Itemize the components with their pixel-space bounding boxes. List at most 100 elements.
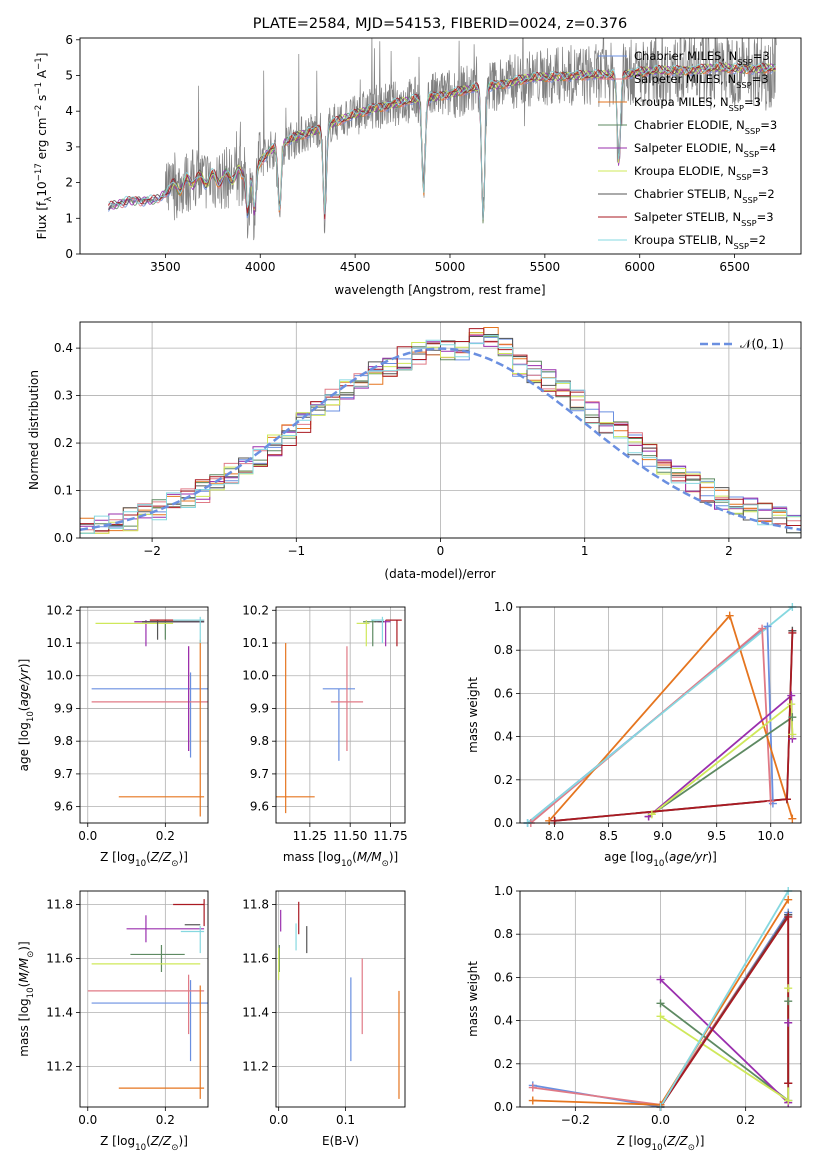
weight-marker-kroupa_elodie	[784, 1096, 793, 1105]
x-tick-label: 0	[437, 544, 445, 558]
x-axis-label: wavelength [Angstrom, rest frame]	[334, 283, 545, 297]
y-tick-label: 0	[65, 247, 73, 261]
axes-frame	[519, 890, 802, 1108]
y-tick-label: 0.8	[494, 643, 513, 657]
model-line-chabrier_stelib	[108, 62, 776, 220]
x-tick-label: 0.1	[336, 1113, 355, 1127]
y-tick-label: 0.2	[494, 773, 513, 787]
weight-marker-kroupa_miles	[784, 895, 793, 904]
y-tick-label: 11.6	[242, 952, 269, 966]
axes-frame	[275, 606, 406, 824]
y-tick-label: 1.0	[494, 600, 513, 614]
y-tick-label: 9.6	[250, 800, 269, 814]
x-tick-label: 0.0	[78, 829, 97, 843]
y-tick-label: 11.4	[242, 1006, 269, 1020]
y-tick-label: 3	[65, 140, 73, 154]
y-tick-label: 0.4	[54, 341, 73, 355]
weight-marker-chabrier_elodie	[656, 999, 665, 1008]
x-tick-label: 9.0	[653, 829, 672, 843]
plot-area	[91, 616, 208, 817]
y-tick-label: 9.6	[54, 800, 73, 814]
y-tick-label: 0.8	[494, 927, 513, 941]
legend-label: Chabrier MILES, NSSP=3	[634, 49, 770, 67]
weight-marker-salpeter_stelib	[782, 795, 791, 804]
weight-line-chabrier_elodie	[648, 716, 793, 818]
histogram-kroupa_elodie	[80, 332, 801, 534]
legend-label: Chabrier STELIB, NSSP=2	[634, 187, 775, 205]
axes-age_vs_mass: 11.25 11.50 11.75 9.6 9.7 9.8 9.9 10.0 10.1 10.2	[242, 603, 407, 843]
y-tick-label: 11.2	[242, 1060, 269, 1074]
x-tick-label: 4500	[340, 260, 371, 274]
y-tick-label: 11.6	[46, 952, 73, 966]
axes-frame	[79, 890, 209, 1108]
x-tick-label: 4000	[245, 260, 276, 274]
y-tick-label: 9.8	[54, 734, 73, 748]
legend-label: 𝒩(0, 1)	[740, 337, 784, 351]
x-axis-label: mass [log10(M/M⊙)]	[283, 850, 398, 869]
x-tick-label: 0.0	[269, 1113, 288, 1127]
y-tick-label: 1	[65, 211, 73, 225]
weight-line-salpeter_stelib	[554, 632, 794, 822]
x-axis-label: Z [log10(Z/Z⊙)]	[617, 1134, 705, 1153]
weight-marker-salpeter_elodie	[787, 691, 796, 700]
x-axis-label: Z [log10(Z/Z⊙)]	[100, 1134, 188, 1153]
y-tick-label: 4	[65, 104, 73, 118]
normal-curve	[80, 347, 801, 531]
weight-marker-kroupa_elodie	[784, 984, 793, 993]
plot-area	[527, 607, 794, 823]
weight-marker-kroupa_miles	[788, 814, 797, 823]
weight-line-chabrier_elodie	[659, 1001, 790, 1103]
plot-area	[278, 901, 400, 1099]
axes-mass_vs_ebv: 0.0 0.1 11.2 11.4 11.6 11.8	[242, 890, 406, 1127]
weight-marker-salpeter_stelib	[788, 628, 797, 637]
x-tick-label: 3500	[150, 260, 181, 274]
x-tick-label: 6500	[719, 260, 750, 274]
plot-area	[80, 327, 801, 534]
legend-label: Kroupa ELODIE, NSSP=3	[634, 164, 769, 182]
y-tick-label: 10.0	[242, 669, 269, 683]
weight-marker-kroupa_elodie	[656, 1012, 665, 1021]
x-tick-label: 8.0	[545, 829, 564, 843]
figure-title: PLATE=2584, MJD=54153, FIBERID=0024, z=0…	[253, 16, 627, 32]
weight-marker-chabrier_elodie	[784, 997, 793, 1006]
y-tick-label: 11.4	[46, 1006, 73, 1020]
x-tick-label: 6000	[624, 260, 655, 274]
x-tick-label: 1	[581, 544, 589, 558]
x-tick-label: 11.75	[373, 829, 407, 843]
x-tick-label: 2	[725, 544, 733, 558]
x-tick-label: 0.2	[736, 1113, 755, 1127]
legend-label: Salpeter STELIB, NSSP=3	[634, 210, 774, 228]
axes-frame	[79, 321, 802, 539]
y-tick-label: 9.9	[250, 701, 269, 715]
weight-marker-kroupa_elodie	[788, 730, 797, 739]
axes-age_vs_Z: 0.0 0.2 9.6 9.7 9.8 9.9 10.0 10.1 10.2	[46, 603, 209, 843]
legend-label: Salpeter ELODIE, NSSP=4	[634, 141, 776, 159]
weight-marker-salpeter_stelib	[784, 1079, 793, 1088]
y-tick-label: 0.2	[494, 1057, 513, 1071]
axes-frame	[79, 606, 209, 824]
x-tick-label: 0.2	[156, 1113, 175, 1127]
axes-massweight_vs_age: 8.0 8.5 9.0 9.5 10.0 0.0 0.2 0.4 0.6 0.8 1.0	[494, 600, 802, 843]
y-tick-label: 11.8	[242, 898, 269, 912]
y-tick-label: 2	[65, 176, 73, 190]
x-tick-label: 8.5	[599, 829, 618, 843]
axes-massweight_vs_Z: −0.2 0.0 0.2 0.0 0.2 0.4 0.6 0.8 1.0	[494, 884, 802, 1127]
weight-line-kroupa_stelib	[659, 891, 789, 1107]
y-tick-label: 11.2	[46, 1060, 73, 1074]
y-tick-label: 0.0	[494, 1100, 513, 1114]
weight-marker-chabrier_elodie	[788, 713, 797, 722]
y-tick-label: 1.0	[494, 884, 513, 898]
axes-frame	[275, 890, 406, 1108]
x-tick-label: 5500	[530, 260, 561, 274]
weight-line-salpeter_miles	[530, 626, 772, 823]
axes-frame	[79, 37, 802, 255]
weight-marker-salpeter_stelib	[784, 912, 793, 921]
plot-area	[87, 899, 208, 1099]
y-axis-label: age [log10(age/yr)]	[17, 659, 36, 772]
y-tick-label: 9.9	[54, 701, 73, 715]
x-tick-label: 10.0	[757, 829, 784, 843]
legend-label: Salpeter MILES, NSSP=3	[634, 72, 769, 90]
y-axis-label: mass weight	[466, 961, 480, 1037]
weight-marker-salpeter_elodie	[784, 1018, 793, 1027]
